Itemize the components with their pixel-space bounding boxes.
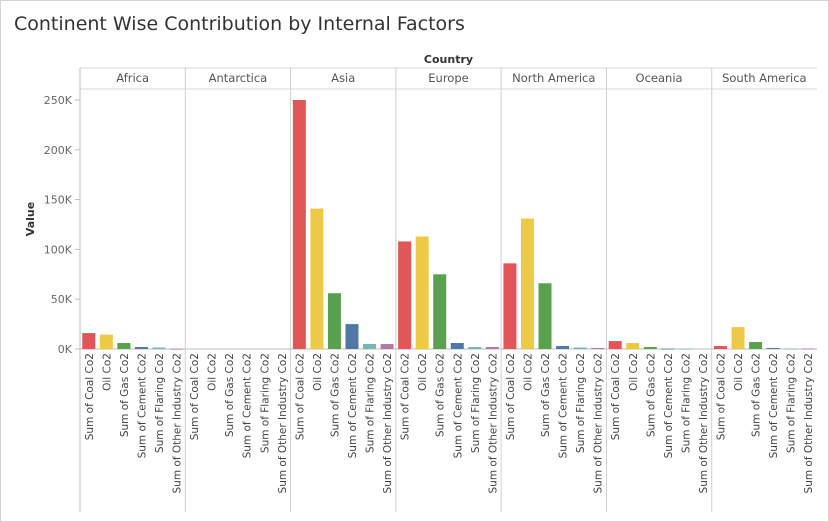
category-label: Oil Co2 [417,353,429,391]
bar[interactable] [345,324,359,349]
category-label: Sum of Flaring Co2 [786,353,798,453]
category-label: Sum of Gas Co2 [435,353,447,437]
category-label: Oil Co2 [101,353,113,391]
category-label: Sum of Gas Co2 [224,353,236,437]
category-label: Sum of Flaring Co2 [365,353,377,453]
panel-label: Oceania [636,71,683,85]
category-label: Sum of Coal Co2 [715,353,727,440]
category-label: Oil Co2 [628,353,640,391]
bar[interactable] [643,347,657,349]
bar[interactable] [784,348,798,350]
bar[interactable] [82,333,96,349]
bar[interactable] [415,236,429,349]
panel-label: Asia [331,71,355,85]
category-label: Sum of Gas Co2 [329,353,341,437]
category-label: Sum of Flaring Co2 [259,353,271,453]
bar[interactable] [520,218,534,349]
y-tick-label: 150K [44,194,73,207]
category-label: Sum of Coal Co2 [610,353,622,440]
category-label: Oil Co2 [522,353,534,391]
bar[interactable] [749,342,763,349]
category-label: Oil Co2 [733,353,745,391]
bar[interactable] [310,208,324,349]
bar[interactable] [117,343,131,349]
chart-title: Continent Wise Contribution by Internal … [14,13,465,35]
category-label: Sum of Other Industry Co2 [487,353,499,493]
category-label: Sum of Gas Co2 [540,353,552,437]
category-label: Sum of Coal Co2 [400,353,412,440]
category-label: Sum of Other Industry Co2 [277,353,289,493]
category-label: Sum of Cement Co2 [136,353,148,458]
category-label: Sum of Coal Co2 [189,353,201,440]
category-label: Sum of Coal Co2 [505,353,517,440]
category-label: Sum of Cement Co2 [663,353,675,458]
category-label: Oil Co2 [312,353,324,391]
category-label: Sum of Flaring Co2 [575,353,587,453]
bar[interactable] [801,348,815,350]
bar[interactable] [573,347,587,349]
category-label: Sum of Gas Co2 [645,353,657,437]
category-label: Sum of Cement Co2 [558,353,570,458]
bar[interactable] [591,348,605,349]
category-label: Sum of Other Industry Co2 [803,353,815,493]
bar[interactable] [380,344,394,349]
bar[interactable] [661,348,675,350]
category-label: Sum of Other Industry Co2 [172,353,184,493]
panel-label: Africa [116,71,149,85]
y-tick-label: 200K [44,144,73,157]
grid-layer [75,67,817,512]
bar[interactable] [713,346,727,349]
y-axis-title: Value [24,202,37,236]
bar[interactable] [731,327,745,349]
category-label: Sum of Flaring Co2 [680,353,692,453]
bar[interactable] [433,274,447,349]
bar[interactable] [468,347,482,349]
panel-label: North America [512,71,595,85]
bar[interactable] [99,334,113,349]
category-label: Sum of Coal Co2 [294,353,306,440]
bar[interactable] [134,347,148,349]
bar[interactable] [327,293,341,349]
category-label: Sum of Other Industry Co2 [593,353,605,493]
y-tick-label: 100K [44,243,73,256]
bar[interactable] [398,241,412,349]
y-tick-label: 50K [51,293,73,306]
bar[interactable] [450,343,464,349]
category-label: Sum of Flaring Co2 [154,353,166,453]
category-label: Sum of Coal Co2 [84,353,96,440]
bar[interactable] [766,348,780,349]
bar[interactable] [170,348,184,350]
bar[interactable] [152,347,166,349]
bars-layer [82,100,815,350]
category-label: Sum of Cement Co2 [242,353,254,458]
y-tick-label: 0K [58,343,73,356]
bar[interactable] [363,344,377,349]
category-label: Sum of Other Industry Co2 [382,353,394,493]
bar[interactable] [292,100,306,349]
bar[interactable] [626,343,640,349]
category-label: Sum of Flaring Co2 [470,353,482,453]
y-tick-label: 250K [44,94,73,107]
bar[interactable] [678,348,692,350]
category-label: Oil Co2 [207,353,219,391]
bar[interactable] [556,346,570,349]
bar[interactable] [538,283,552,349]
category-label: Sum of Cement Co2 [768,353,780,458]
column-header: Country [424,53,473,66]
bar[interactable] [485,347,499,349]
labels-layer: 0K 50K 100K 150K 200K 250K Africa Sum of Coal C… [44,71,815,493]
panel-label: Antarctica [209,71,268,85]
bar[interactable] [503,263,517,349]
category-label: Sum of Gas Co2 [751,353,763,437]
panel-label: South America [722,71,807,85]
category-label: Sum of Gas Co2 [119,353,131,437]
bar[interactable] [608,341,622,349]
category-label: Sum of Other Industry Co2 [698,353,710,493]
category-label: Sum of Cement Co2 [347,353,359,458]
category-label: Sum of Cement Co2 [452,353,464,458]
panel-label: Europe [428,71,468,85]
